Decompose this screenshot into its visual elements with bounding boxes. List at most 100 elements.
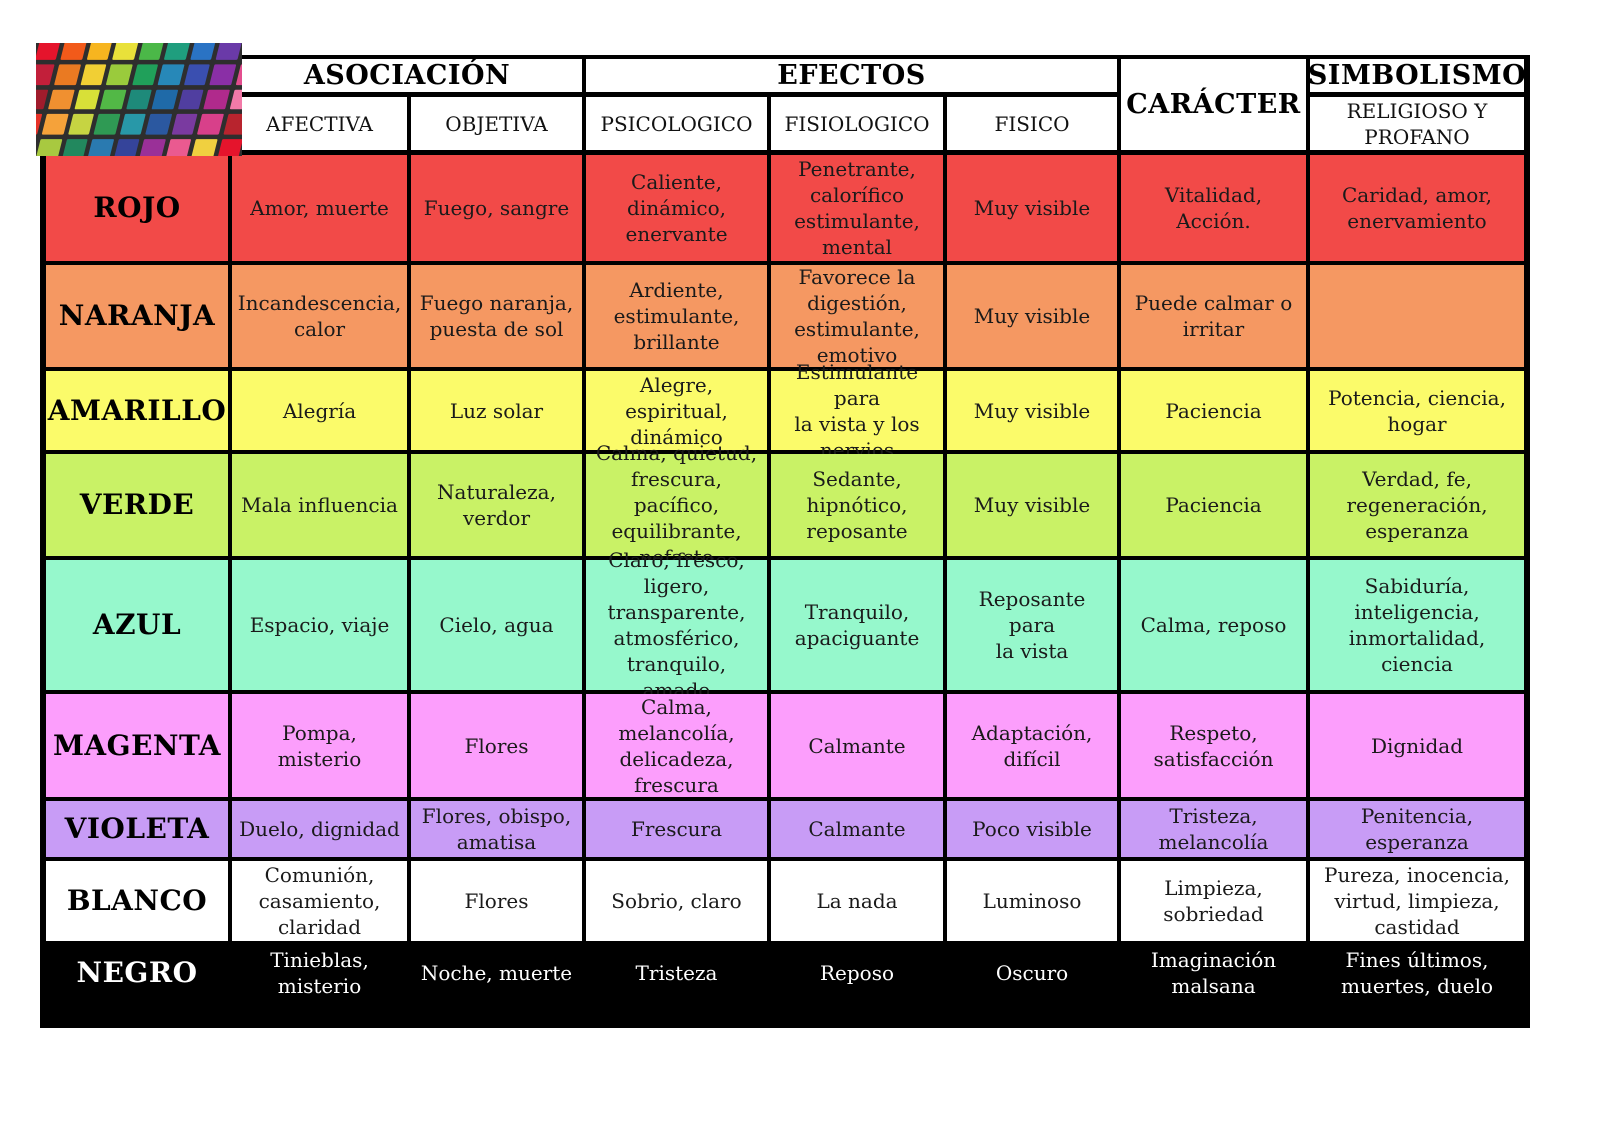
header-efectos: EFECTOS [586,59,1117,92]
cell-rojo-5: Vitalidad, Acción. [1121,155,1306,261]
cell-azul-5: Calma, reposo [1121,560,1306,690]
palette-swatch [177,89,204,110]
cell-negro-6: Fines últimos, muertes, duelo [1310,945,1524,1000]
row-label-magenta: MAGENTA [46,694,228,797]
cell-naranja-3: Favorece la digestión, estimulante, emot… [771,265,943,367]
cell-verde-3: Sedante, hipnótico, reposante [771,454,943,556]
cell-amarillo-2: Alegre, espiritual, dinámico [586,371,767,450]
row-label-rojo: ROJO [46,155,228,261]
cell-violeta-5: Tristeza, melancolía [1121,801,1306,857]
cell-negro-0: Tinieblas, misterio [232,945,407,1000]
row-label-amarillo: AMARILLO [46,371,228,450]
cell-naranja-5: Puede calmar o irritar [1121,265,1306,367]
row-label-negro: NEGRO [46,945,228,1000]
palette-swatch [106,64,133,85]
palette-swatch [132,64,159,85]
subheader-3: FISIOLOGICO [771,97,943,150]
palette-swatch [54,64,81,85]
palette-swatch [139,139,166,156]
cell-amarillo-6: Potencia, ciencia, hogar [1310,371,1524,450]
palette-swatch [215,43,242,60]
cell-amarillo-3: Estimulante para la vista y los nervios [771,360,943,462]
subheader-2: PSICOLOGICO [586,97,767,150]
cell-verde-5: Paciencia [1121,454,1306,556]
cell-azul-6: Sabiduría, inteligencia, inmortalidad, c… [1310,560,1524,690]
cell-negro-4: Oscuro [947,945,1117,1000]
cell-magenta-1: Flores [411,694,582,797]
cell-negro-1: Noche, muerte [411,945,582,1000]
cell-negro-2: Tristeza [586,945,767,1000]
cell-amarillo-4: Muy visible [947,371,1117,450]
cell-blanco-4: Luminoso [947,861,1117,941]
cell-rojo-0: Amor, muerte [232,155,407,261]
palette-swatch [36,43,62,60]
palette-swatch [171,114,198,135]
cell-verde-2: Calma, quietud, frescura, pacífico, equi… [586,441,767,569]
cell-negro-5: Imaginación malsana [1121,945,1306,1000]
subheader-5: RELIGIOSO Y PROFANO [1310,97,1524,150]
palette-swatch [229,89,242,110]
cell-blanco-5: Limpieza, sobriedad [1121,861,1306,941]
palette-swatch [216,139,242,156]
palette-swatch [125,89,153,110]
cell-azul-4: Reposante para la vista [947,560,1117,690]
cell-negro-3: Reposo [771,945,943,1000]
cell-naranja-2: Ardiente, estimulante, brillante [586,265,767,367]
cell-magenta-0: Pompa, misterio [232,694,407,797]
cell-rojo-3: Penetrante, calorífico estimulante, ment… [771,155,943,261]
header-simbolismo: SIMBOLISMO [1307,59,1527,92]
palette-swatch [36,89,49,110]
cell-blanco-1: Flores [411,861,582,941]
row-label-violeta: VIOLETA [46,801,228,857]
header-asociacion: ASOCIACIÓN [232,59,582,92]
palette-swatch [145,114,172,135]
cell-amarillo-5: Paciencia [1121,371,1306,450]
palette-swatch [93,114,121,135]
palette-swatch [197,114,224,135]
cell-violeta-2: Frescura [586,801,767,857]
palette-swatch [183,64,211,85]
palette-swatch [203,89,230,110]
cell-blanco-2: Sobrio, claro [586,861,767,941]
cell-naranja-0: Incandescencia, calor [232,265,407,367]
row-label-naranja: NARANJA [46,265,228,367]
subheader-0: AFECTIVA [232,97,407,150]
row-label-azul: AZUL [46,560,228,690]
palette-swatch [164,43,191,60]
cell-rojo-1: Fuego, sangre [411,155,582,261]
palette-swatch [189,43,217,60]
palette-swatch [235,64,242,85]
cell-violeta-1: Flores, obispo, amatisa [411,801,582,857]
cell-naranja-4: Muy visible [947,265,1117,367]
cell-magenta-2: Calma, melancolía, delicadeza, frescura [586,694,767,797]
cell-azul-2: Claro, fresco, ligero, transparente, atm… [586,548,767,702]
color-palette-photo [36,43,242,156]
palette-swatch [222,114,242,135]
cell-magenta-6: Dignidad [1310,694,1524,797]
cell-violeta-6: Penitencia, esperanza [1310,801,1524,857]
cell-naranja-1: Fuego naranja, puesta de sol [411,265,582,367]
header-caracter: CARÁCTER [1121,59,1306,150]
cell-magenta-4: Adaptación, difícil [947,694,1117,797]
palette-swatch [87,139,114,156]
palette-swatch [61,139,89,156]
cell-naranja-6 [1310,265,1524,367]
cell-rojo-4: Muy visible [947,155,1117,261]
palette-swatch [209,64,236,85]
row-label-blanco: BLANCO [46,861,228,941]
palette-swatch [86,43,114,60]
palette-swatch [74,89,101,110]
palette-swatch [157,64,185,85]
cell-magenta-3: Calmante [771,694,943,797]
palette-swatch [48,89,75,110]
palette-swatch [190,139,218,156]
palette-swatch [100,89,127,110]
palette-swatch [138,43,165,60]
cell-azul-1: Cielo, agua [411,560,582,690]
palette-swatch [80,64,107,85]
cell-amarillo-0: Alegría [232,371,407,450]
cell-violeta-3: Calmante [771,801,943,857]
palette-swatch [36,114,43,135]
palette-swatch [42,114,69,135]
palette-swatch [36,139,63,156]
